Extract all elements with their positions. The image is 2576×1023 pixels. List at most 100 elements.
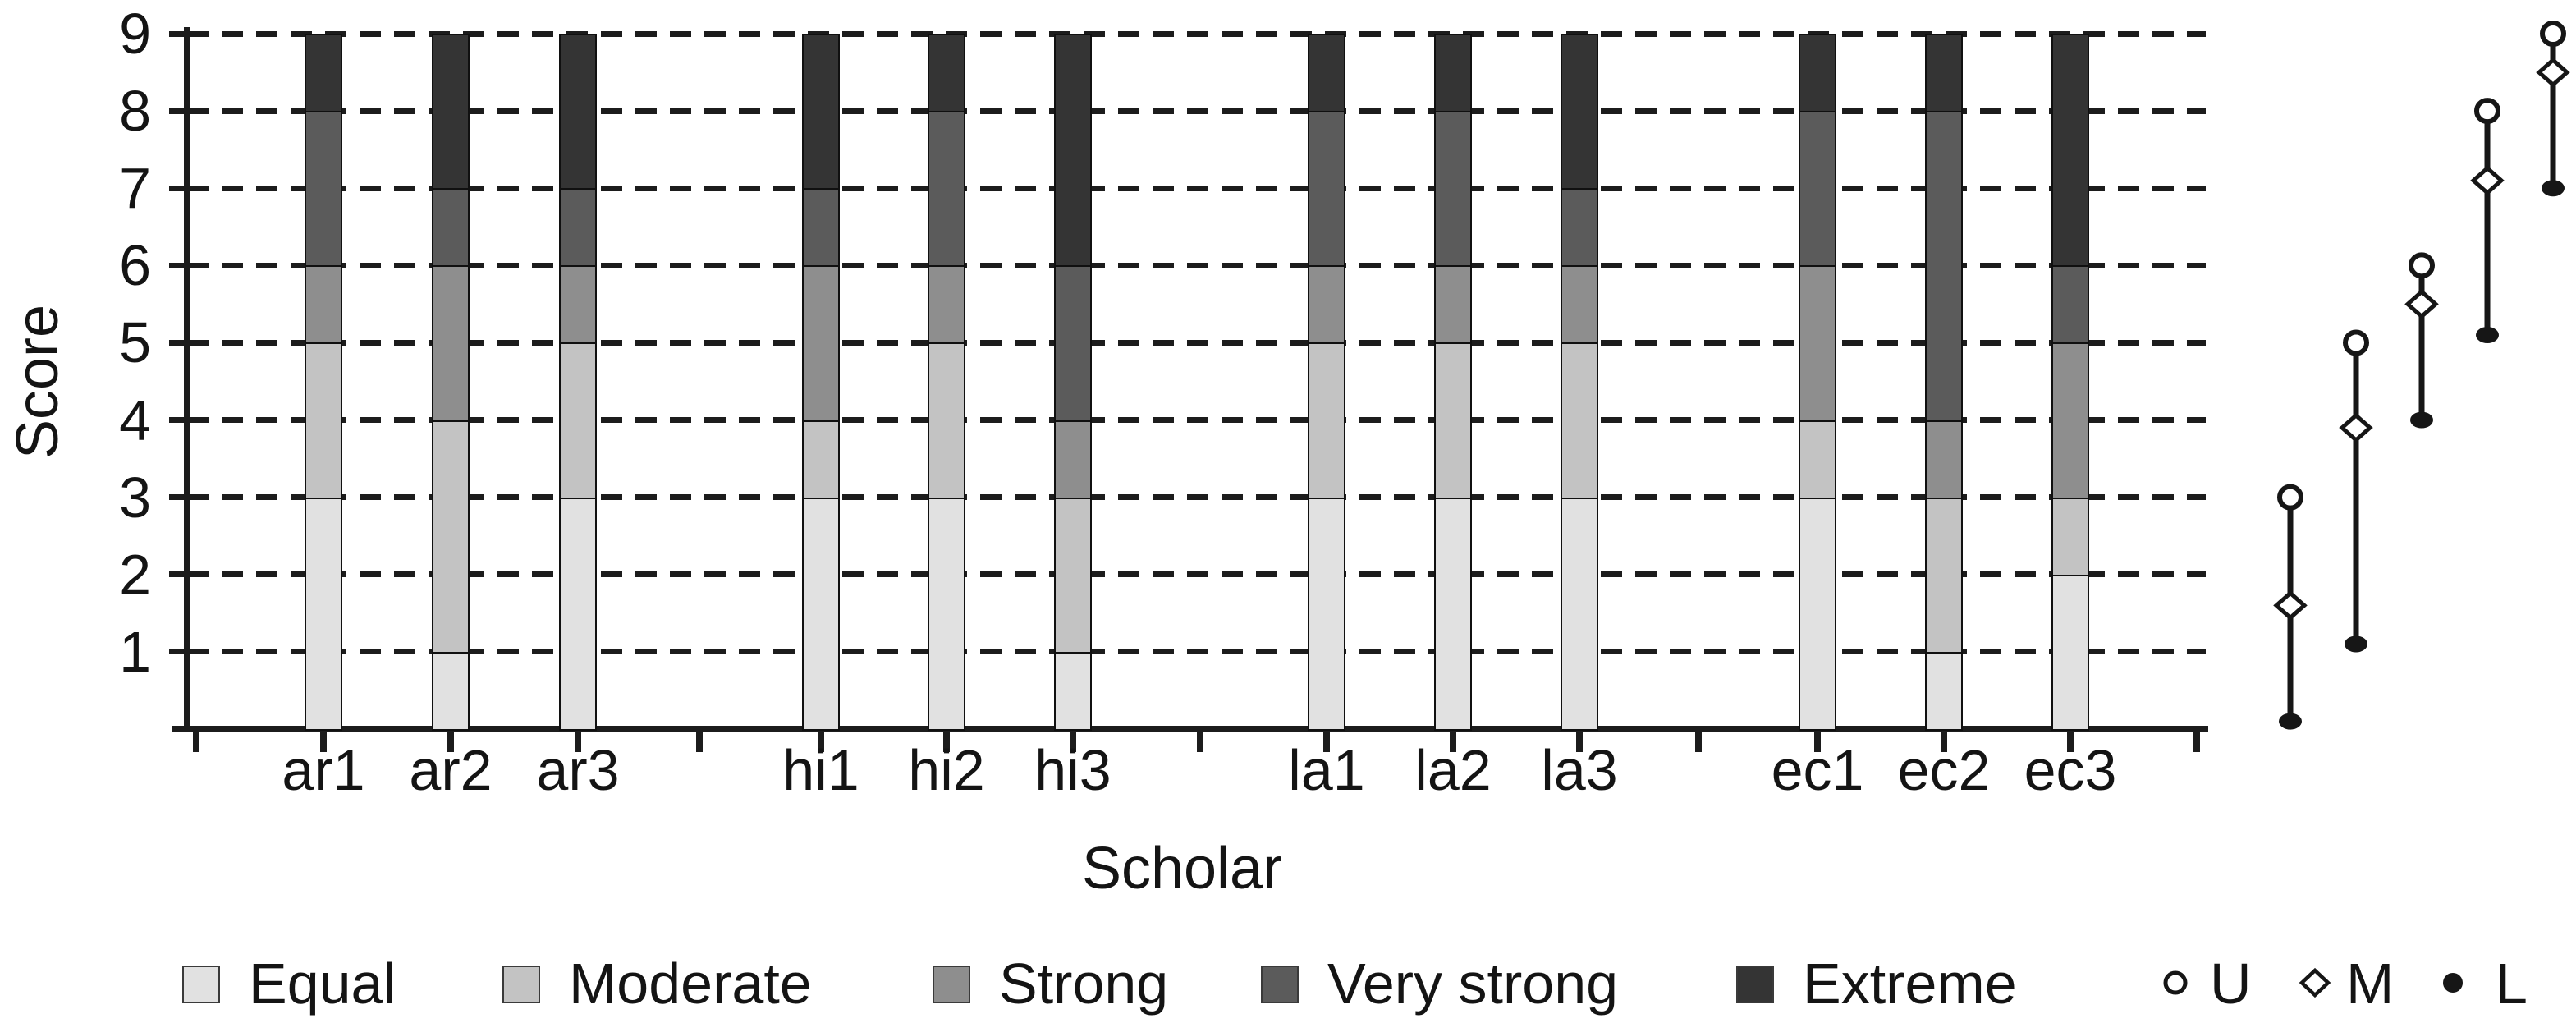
x-tick-10 bbox=[1450, 732, 1456, 752]
x-tick-label-hi3: hi3 bbox=[1034, 738, 1112, 802]
bar-hi1-segment-moderate bbox=[802, 420, 840, 499]
range-marker-3 bbox=[2404, 252, 2439, 429]
bar-hi3-segment-extreme bbox=[1054, 34, 1092, 268]
gridline-score-6 bbox=[187, 262, 2206, 268]
x-tick-9 bbox=[1323, 732, 1330, 752]
range-marker-5 bbox=[2536, 21, 2570, 197]
gridline-score-5 bbox=[187, 339, 2206, 346]
bar-ar2-segment-moderate bbox=[432, 420, 470, 654]
middle-marker-diamond bbox=[2404, 289, 2439, 319]
bar-ar3-segment-very-strong bbox=[559, 188, 597, 268]
upper-marker-circle bbox=[2540, 21, 2566, 48]
legend-label-strong: Strong bbox=[999, 952, 1169, 1016]
gridline-score-2 bbox=[187, 571, 2206, 578]
x-tick-2 bbox=[447, 732, 454, 752]
bar-la1-segment-very-strong bbox=[1308, 111, 1345, 268]
bar-la1-segment-extreme bbox=[1308, 34, 1345, 113]
range-marker-1 bbox=[2273, 484, 2308, 730]
x-tick-label-hi2: hi2 bbox=[908, 738, 985, 802]
y-axis-line bbox=[184, 27, 190, 732]
x-tick-14 bbox=[1941, 732, 1947, 752]
bar-ec3-segment-extreme bbox=[2051, 34, 2089, 268]
bar-la3-segment-strong bbox=[1561, 265, 1598, 345]
bar-ec3-segment-very-strong bbox=[2051, 265, 2089, 345]
bar-hi1-segment-very-strong bbox=[802, 188, 840, 268]
bar-ec2-segment-equal bbox=[1925, 651, 1963, 731]
x-tick-13 bbox=[1814, 732, 1821, 752]
y-tick-label: 6 bbox=[119, 233, 151, 298]
middle-marker-diamond bbox=[2470, 165, 2505, 196]
bar-la1-segment-strong bbox=[1308, 265, 1345, 345]
x-tick-8 bbox=[1197, 732, 1203, 752]
x-tick-label-ec1: ec1 bbox=[1771, 738, 1864, 802]
legend-label-extreme: Extreme bbox=[1803, 952, 2017, 1016]
bar-ar3-segment-moderate bbox=[559, 342, 597, 499]
middle-marker-diamond bbox=[2273, 590, 2308, 621]
x-tick-label-ar3: ar3 bbox=[536, 738, 620, 802]
upper-marker-circle bbox=[2474, 98, 2500, 125]
x-tick-4 bbox=[696, 732, 703, 752]
bar-ec1-segment-strong bbox=[1799, 265, 1836, 422]
x-tick-label-la1: la1 bbox=[1288, 738, 1365, 802]
open-circle-icon bbox=[2163, 970, 2188, 995]
bar-ar1-segment-equal bbox=[305, 497, 342, 731]
legend-label-equal: Equal bbox=[249, 952, 396, 1016]
legend-swatch-very-strong bbox=[1261, 966, 1299, 1003]
bar-hi2-segment-equal bbox=[928, 497, 965, 731]
range-marker-4 bbox=[2470, 98, 2505, 344]
legend-swatch-moderate bbox=[502, 966, 540, 1003]
gridline-score-1 bbox=[187, 649, 2206, 655]
bar-hi3-segment-equal bbox=[1054, 651, 1092, 731]
y-tick-label: 4 bbox=[119, 388, 151, 452]
lower-marker-dot bbox=[2542, 180, 2565, 197]
bar-la3-segment-extreme bbox=[1561, 34, 1598, 190]
x-tick-label-ec3: ec3 bbox=[2024, 738, 2117, 802]
bar-ec1-segment-extreme bbox=[1799, 34, 1836, 113]
bar-la2-segment-extreme bbox=[1434, 34, 1472, 113]
lower-marker-dot bbox=[2279, 713, 2302, 730]
filled-dot-icon bbox=[2443, 973, 2463, 993]
gridline-score-7 bbox=[187, 185, 2206, 191]
bar-la2-segment-moderate bbox=[1434, 342, 1472, 499]
bar-la2-segment-very-strong bbox=[1434, 111, 1472, 268]
bar-hi2-segment-extreme bbox=[928, 34, 965, 113]
gridline-score-8 bbox=[187, 108, 2206, 114]
x-tick-label-la3: la3 bbox=[1541, 738, 1618, 802]
bar-hi1-segment-equal bbox=[802, 497, 840, 731]
x-tick-11 bbox=[1576, 732, 1583, 752]
x-tick-5 bbox=[818, 732, 824, 752]
x-axis-line bbox=[172, 726, 2208, 732]
bar-ar1-segment-extreme bbox=[305, 34, 342, 113]
gridline-score-4 bbox=[187, 417, 2206, 424]
y-tick-label: 2 bbox=[119, 542, 151, 607]
x-tick-label-ec2: ec2 bbox=[1897, 738, 1991, 802]
x-tick-6 bbox=[943, 732, 950, 752]
gridline-score-9 bbox=[187, 30, 2206, 37]
bar-hi3-segment-very-strong bbox=[1054, 265, 1092, 422]
bar-ar2-segment-extreme bbox=[432, 34, 470, 190]
bar-hi2-segment-strong bbox=[928, 265, 965, 345]
legend-label-marker-u: U bbox=[2210, 952, 2252, 1016]
x-tick-16 bbox=[2193, 732, 2200, 752]
y-tick-label: 7 bbox=[119, 156, 151, 221]
legend-label-moderate: Moderate bbox=[569, 952, 812, 1016]
legend: Equal Moderate Strong Very strong Extreme U M L bbox=[0, 928, 2576, 1023]
bar-hi3-segment-strong bbox=[1054, 420, 1092, 499]
bar-hi3-segment-moderate bbox=[1054, 497, 1092, 654]
bar-la2-segment-strong bbox=[1434, 265, 1472, 345]
bar-hi2-segment-very-strong bbox=[928, 111, 965, 268]
x-axis-title: Scholar bbox=[1081, 836, 1283, 901]
upper-marker-circle bbox=[2343, 329, 2369, 356]
y-tick-label: 1 bbox=[119, 619, 151, 684]
middle-marker-diamond bbox=[2339, 412, 2373, 443]
middle-marker-diamond bbox=[2536, 57, 2570, 88]
open-diamond-icon bbox=[2299, 967, 2331, 998]
upper-marker-circle bbox=[2409, 252, 2435, 279]
legend-label-very-strong: Very strong bbox=[1327, 952, 1619, 1016]
bar-ar1-segment-very-strong bbox=[305, 111, 342, 268]
bar-ec2-segment-very-strong bbox=[1925, 111, 1963, 422]
x-tick-7 bbox=[1070, 732, 1076, 752]
x-tick-label-la2: la2 bbox=[1414, 738, 1492, 802]
